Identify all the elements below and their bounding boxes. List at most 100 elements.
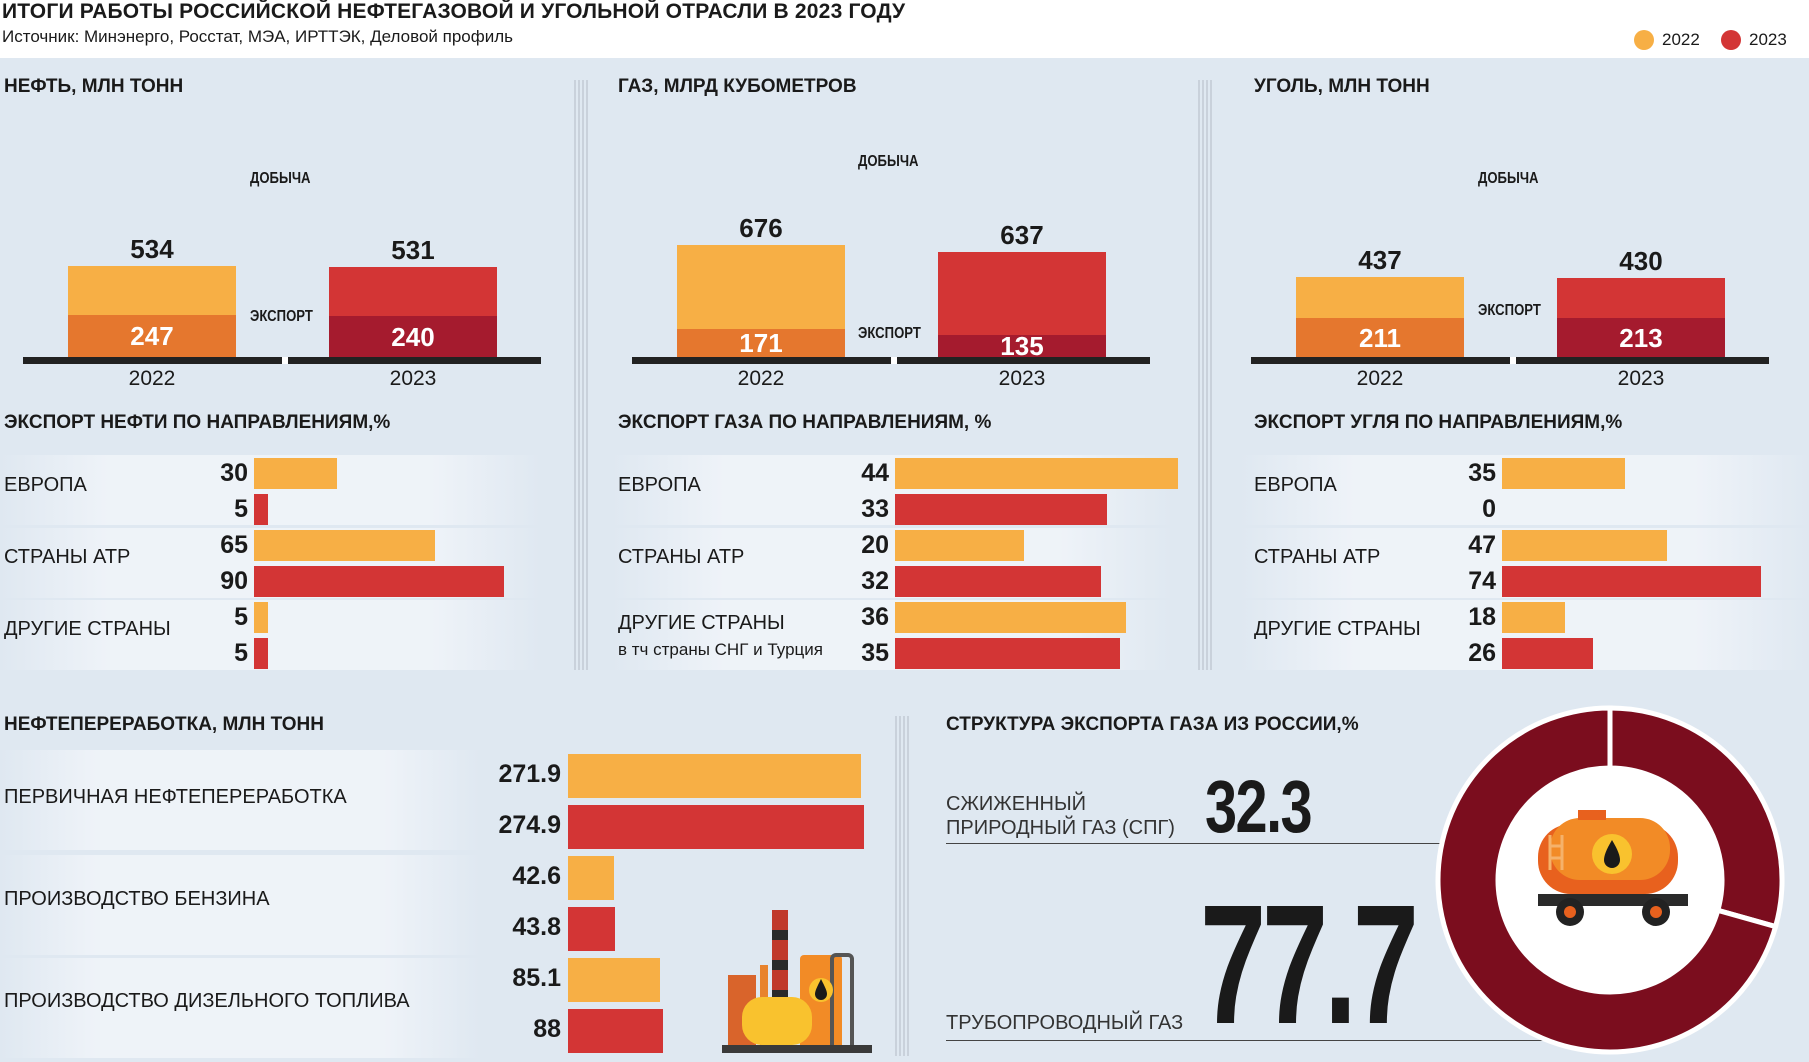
pipeline-leader-line [946, 1040, 1610, 1041]
gas_export-value-0-2022: 44 [861, 459, 889, 487]
oil_export-category-2: ДРУГИЕ СТРАНЫ [4, 618, 171, 640]
coal_export-category-2: ДРУГИЕ СТРАНЫ [1254, 618, 1421, 640]
gas-tick-2022: 2022 [737, 367, 785, 390]
row-band [0, 958, 480, 1058]
gas_export-value-2-2022: 36 [861, 603, 889, 631]
refining-bar-0-2022 [568, 754, 861, 798]
legend-label-2022: 2022 [1662, 30, 1700, 49]
row-band [0, 750, 480, 850]
oil_export-bar-2-2022 [254, 602, 268, 633]
coal_export-value-0-2022: 35 [1468, 459, 1496, 487]
coal-baseline-gap [1510, 357, 1516, 364]
oil-tanker-truck-icon [1538, 810, 1688, 926]
gas-baseline-gap [891, 357, 897, 364]
refining-bar-2-2022 [568, 958, 660, 1002]
oil-label-export: ЭКСПОРТ [250, 308, 313, 325]
gas-value-export-2023: 135 [1000, 330, 1044, 361]
gas_export-value-1-2023: 32 [861, 567, 889, 595]
legend-swatch-2023 [1721, 30, 1741, 50]
gas-label-production: ДОБЫЧА [858, 153, 919, 170]
oil-bar-production-2022 [68, 266, 236, 316]
gas-value-production-2022: 676 [739, 213, 783, 244]
coal-title: УГОЛЬ, МЛН ТОНН [1254, 76, 1430, 97]
refining-category-0: ПЕРВИЧНАЯ НЕФТЕПЕРЕРАБОТКА [4, 786, 347, 808]
gas_export-value-0-2023: 33 [861, 495, 889, 523]
oil_export-value-0-2022: 30 [220, 459, 248, 487]
column-separator [574, 80, 588, 670]
oil_export-bar-1-2022 [254, 530, 435, 561]
coal_export-value-2-2023: 26 [1468, 639, 1496, 667]
gas_export-value-2-2023: 35 [861, 639, 889, 667]
gas_export-bar-0-2022 [895, 458, 1178, 489]
lng-label: СЖИЖЕННЫЙ ПРИРОДНЫЙ ГАЗ (СПГ) [946, 793, 1175, 839]
coal-bar-production-2022 [1296, 277, 1464, 319]
refining-value-2-2023: 88 [533, 1015, 561, 1043]
gas-bar-production-2022 [677, 245, 845, 329]
refinery-icon [722, 910, 872, 1053]
coal-export-title: ЭКСПОРТ УГЛЯ ПО НАПРАВЛЕНИЯМ,% [1254, 412, 1623, 433]
coal_export-bar-0-2022 [1502, 458, 1625, 489]
legend-swatch-2022 [1634, 30, 1654, 50]
gas-bar-production-2023 [938, 251, 1106, 335]
legend-2023: 2023 [1721, 30, 1787, 50]
oil_export-bar-0-2022 [254, 458, 338, 489]
coal_export-bar-1-2022 [1502, 530, 1667, 561]
coal_export-value-0-2023: 0 [1482, 495, 1496, 523]
legend-2022: 2022 [1634, 30, 1700, 50]
coal-tick-2022: 2022 [1356, 367, 1404, 390]
refining-category-2: ПРОИЗВОДСТВО ДИЗЕЛЬНОГО ТОПЛИВА [4, 990, 410, 1012]
refining-bar-2-2023 [568, 1009, 663, 1053]
oil_export-value-1-2022: 65 [220, 531, 248, 559]
coal-bar-export-2022 [1296, 318, 1464, 357]
gas-structure-donut [1435, 705, 1785, 1055]
coal-value-production-2023: 430 [1619, 246, 1663, 277]
coal_export-bar-1-2023 [1502, 566, 1761, 597]
oil-baseline-gap [282, 357, 288, 364]
oil_export-value-2-2023: 5 [234, 639, 248, 667]
refining-value-2-2022: 85.1 [512, 964, 561, 992]
column-separator [895, 716, 909, 1056]
gas_export-bar-1-2023 [895, 566, 1101, 597]
coal_export-category-0: ЕВРОПА [1254, 474, 1337, 496]
coal-tick-2023: 2023 [1617, 367, 1665, 390]
oil_export-value-1-2023: 90 [220, 567, 248, 595]
lng-value: 32.3 [1205, 765, 1313, 848]
oil-bar-export-2023 [329, 316, 497, 357]
gas_export-value-1-2022: 20 [861, 531, 889, 559]
oil_export-category-0: ЕВРОПА [4, 474, 87, 496]
oil-value-export-2022: 247 [130, 321, 174, 352]
gas-structure-title: СТРУКТУРА ЭКСПОРТА ГАЗА ИЗ РОССИИ,% [946, 714, 1359, 735]
gas_export-category-2: ДРУГИЕ СТРАНЫ [618, 612, 785, 634]
oil-drop-icon [1604, 840, 1620, 868]
refining-category-1: ПРОИЗВОДСТВО БЕНЗИНА [4, 888, 270, 910]
oil-value-production-2022: 534 [130, 234, 174, 265]
coal_export-bar-2-2023 [1502, 638, 1593, 669]
pipeline-label: ТРУБОПРОВОДНЫЙ ГАЗ [946, 1012, 1184, 1034]
coal_export-value-2-2022: 18 [1468, 603, 1496, 631]
coal_export-bar-2-2022 [1502, 602, 1565, 633]
oil_export-value-2-2022: 5 [234, 603, 248, 631]
gas-bar-export-2022 [677, 328, 845, 357]
coal-bar-production-2023 [1557, 278, 1725, 319]
oil-export-title: ЭКСПОРТ НЕФТИ ПО НАПРАВЛЕНИЯМ,% [4, 412, 391, 433]
refining-value-0-2022: 271.9 [498, 760, 561, 788]
refining-bar-1-2022 [568, 856, 614, 900]
refining-bar-0-2023 [568, 805, 864, 849]
gas_export-bar-2-2022 [895, 602, 1127, 633]
coal_export-value-1-2023: 74 [1468, 567, 1496, 595]
oil_export-bar-1-2023 [254, 566, 505, 597]
refining-value-1-2023: 43.8 [512, 913, 561, 941]
refining-value-0-2023: 274.9 [498, 811, 561, 839]
coal-label-export: ЭКСПОРТ [1478, 302, 1541, 319]
coal-value-export-2022: 211 [1359, 322, 1401, 353]
gas_export-bar-1-2022 [895, 530, 1024, 561]
gas-value-export-2022: 171 [739, 327, 783, 358]
legend-label-2023: 2023 [1749, 30, 1787, 49]
row-band [0, 855, 480, 955]
lng-leader-line [946, 843, 1462, 844]
refining-bar-1-2023 [568, 907, 616, 951]
pipeline-value: 77.7 [1200, 870, 1419, 1060]
oil_export-bar-0-2023 [254, 494, 268, 525]
oil-label-production: ДОБЫЧА [250, 170, 311, 187]
page-title: ИТОГИ РАБОТЫ РОССИЙСКОЙ НЕФТЕГАЗОВОЙ И У… [2, 0, 906, 23]
